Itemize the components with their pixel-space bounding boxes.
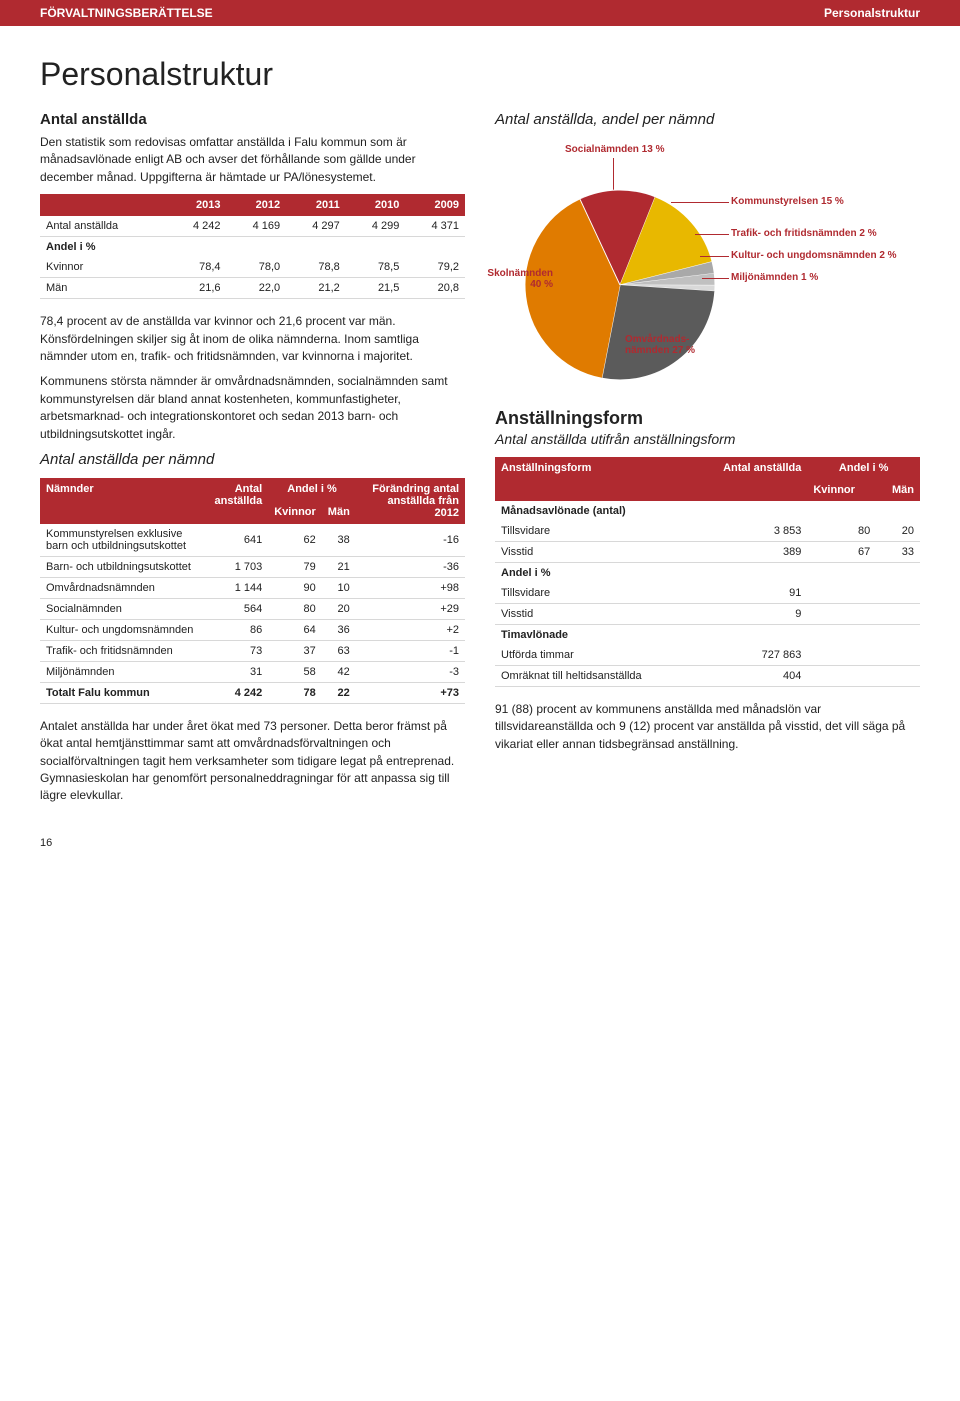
page-number: 16 [0, 833, 960, 865]
table3-para: 91 (88) procent av kommunens anställda m… [495, 701, 920, 753]
pie-label-trafik: Trafik- och fritidsnämnden 2 % [731, 228, 877, 239]
bottom-para: Antalet anställda har under året ökat me… [40, 718, 465, 805]
right-column: Antal anställda, andel per nämnd Socialn… [495, 111, 920, 813]
table2-heading: Antal anställda per nämnd [40, 451, 465, 468]
pie-label-social: Socialnämnden 13 % [565, 144, 664, 155]
table-per-namnd: NämnderAntal anställdaAndel i %Förändrin… [40, 478, 465, 704]
pie-chart: Socialnämnden 13 % Kommunstyrelsen 15 % … [495, 138, 915, 398]
table-years: 20132012201120102009 Antal anställda4 24… [40, 194, 465, 299]
pie-label-kultur: Kultur- och ungdomsnämnden 2 % [731, 250, 897, 261]
body-para-1: 78,4 procent av de anställda var kvinnor… [40, 313, 465, 365]
header-right: Personalstruktur [824, 6, 920, 20]
intro-heading: Antal anställda [40, 111, 465, 128]
pie-label-kommun: Kommunstyrelsen 15 % [731, 196, 844, 207]
table-anstallningsform: AnställningsformAntal anställdaAndel i %… [495, 457, 920, 687]
pie-label-miljo: Miljönämnden 1 % [731, 272, 818, 283]
pie-heading: Antal anställda, andel per nämnd [495, 111, 920, 128]
section2-sub: Antal anställda utifrån anställningsform [495, 431, 920, 447]
header-left: FÖRVALTNINGSBERÄTTELSE [40, 6, 213, 20]
left-column: Antal anställda Den statistik som redovi… [40, 111, 465, 813]
header-bar: FÖRVALTNINGSBERÄTTELSE Personalstruktur [0, 0, 960, 26]
intro-text: Den statistik som redovisas omfattar ans… [40, 134, 465, 186]
pie-label-skol: Skolnämnden40 % [483, 268, 553, 290]
pie-label-omv: Omvårdnads-nämnden 27 % [625, 334, 715, 356]
page-body: Personalstruktur Antal anställda Den sta… [0, 26, 960, 833]
page-title: Personalstruktur [40, 56, 920, 93]
section2-title: Anställningsform [495, 408, 920, 429]
body-para-2: Kommunens största nämnder är omvårdnadsn… [40, 373, 465, 443]
